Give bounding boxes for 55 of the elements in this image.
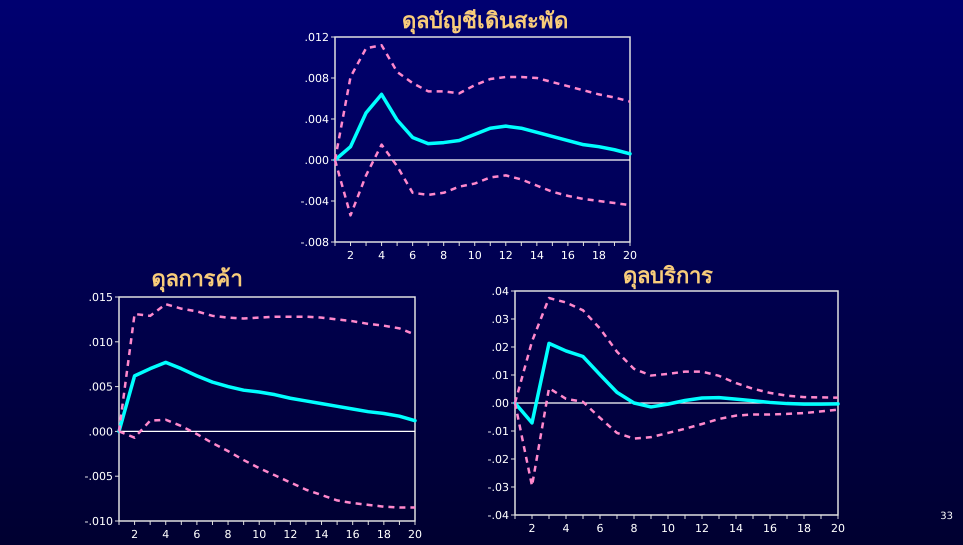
y-tick-label: .03 — [492, 313, 509, 326]
x-tick-label: 18 — [376, 528, 391, 541]
x-tick-label: 4 — [562, 522, 570, 535]
x-tick-label: 16 — [560, 249, 575, 262]
y-tick-label: -.010 — [84, 515, 113, 528]
y-tick-label: .02 — [492, 341, 509, 354]
y-tick-label: .012 — [304, 31, 329, 44]
y-tick-label: -.005 — [84, 470, 113, 484]
x-tick-label: 16 — [763, 522, 777, 535]
y-tick-label: .000 — [304, 154, 329, 167]
x-tick-label: 2 — [347, 249, 354, 262]
x-tick-label: 10 — [661, 522, 675, 535]
chart-title: ดุลบัญชีเดินสะพัด — [402, 9, 568, 35]
y-tick-label: .00 — [492, 397, 509, 410]
y-tick-label: .04 — [492, 285, 509, 298]
chart-title: ดุลการค้า — [152, 267, 242, 293]
x-tick-label: 4 — [162, 528, 170, 541]
x-tick-label: 10 — [468, 249, 482, 262]
x-tick-label: 6 — [596, 522, 604, 535]
x-tick-label: 8 — [440, 249, 448, 262]
y-tick-label: .005 — [88, 380, 113, 394]
y-tick-label: -.008 — [300, 236, 329, 249]
x-tick-label: 12 — [498, 249, 513, 262]
y-tick-label: .004 — [304, 113, 329, 126]
x-tick-label: 8 — [224, 528, 232, 541]
x-tick-label: 4 — [378, 249, 386, 262]
x-tick-label: 6 — [409, 249, 416, 262]
y-tick-label: .010 — [88, 336, 113, 349]
x-tick-label: 6 — [193, 528, 200, 541]
x-tick-label: 14 — [530, 249, 544, 262]
x-tick-label: 2 — [528, 522, 536, 535]
chart-title: ดุลบริการ — [623, 264, 713, 290]
y-tick-label: -.04 — [488, 509, 509, 522]
y-tick-label: -.03 — [488, 481, 509, 494]
y-tick-label: .01 — [492, 369, 509, 382]
y-tick-label: -.02 — [488, 453, 509, 466]
x-tick-label: 2 — [131, 528, 138, 541]
y-tick-label: .008 — [304, 72, 329, 85]
x-tick-label: 20 — [623, 249, 637, 262]
x-tick-label: 18 — [592, 249, 606, 262]
y-tick-label: .000 — [88, 425, 113, 438]
x-tick-label: 20 — [831, 522, 845, 535]
x-tick-label: 18 — [797, 522, 811, 535]
x-tick-label: 10 — [252, 528, 266, 541]
x-tick-label: 12 — [695, 522, 709, 535]
x-tick-label: 8 — [630, 522, 638, 535]
x-tick-label: 20 — [408, 528, 422, 541]
text: 33 — [940, 511, 953, 522]
x-tick-label: 14 — [314, 528, 329, 541]
y-tick-label: -.004 — [300, 195, 329, 208]
x-tick-label: 12 — [283, 528, 298, 541]
x-tick-label: 16 — [346, 528, 360, 541]
y-tick-label: .015 — [88, 291, 113, 304]
y-tick-label: -.01 — [488, 425, 509, 438]
x-tick-label: 14 — [729, 522, 743, 535]
